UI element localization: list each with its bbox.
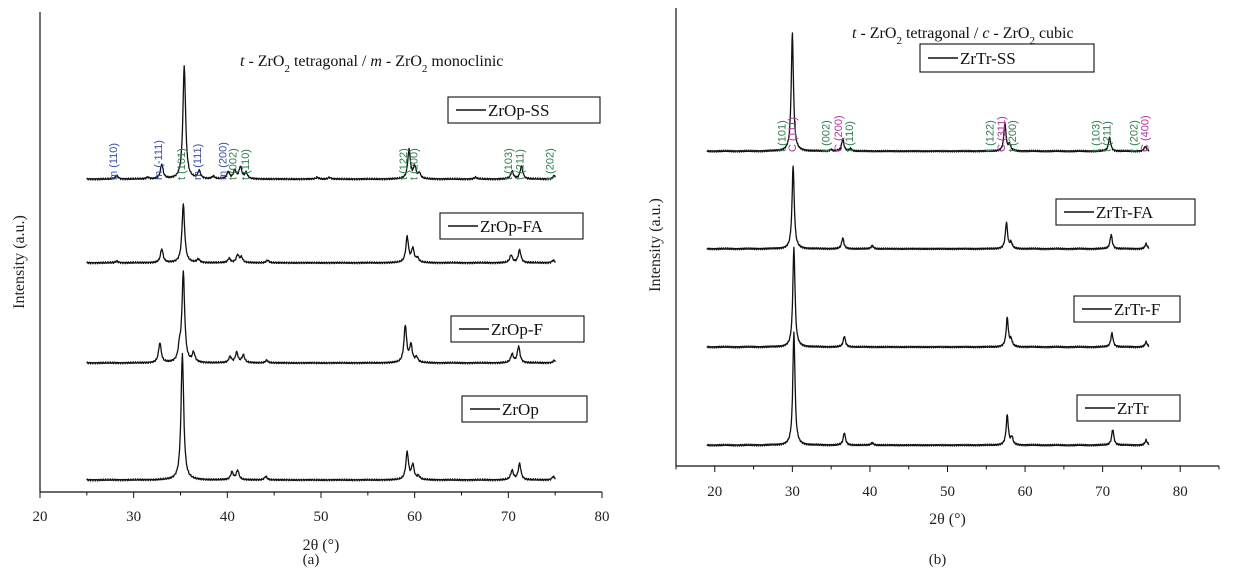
peak-label: m (111)	[192, 144, 204, 180]
peak-label: t (211)	[514, 149, 526, 180]
title-part: tetragonal /	[290, 53, 370, 70]
legend-box	[447, 96, 601, 124]
peak-label: t (101)	[176, 148, 188, 180]
x-axis-label: 2θ (°)	[303, 537, 340, 554]
series-line-zrtr	[706, 331, 1150, 447]
title-part: - ZrO	[244, 53, 284, 70]
peak-label: C (400)	[1139, 115, 1151, 152]
peak-label: t (202)	[544, 148, 556, 180]
series-line-zrop-f	[86, 270, 556, 365]
peak-label: t (002)	[228, 148, 240, 180]
title-part: 2	[896, 35, 902, 47]
series-line-zrtr-ss	[706, 32, 1150, 153]
peak-label: t (122)	[398, 148, 410, 180]
peak-label: t (101)	[776, 120, 788, 152]
x-tick-label: 30	[785, 484, 800, 500]
legend-label: ZrTr-SS	[960, 49, 1016, 68]
peak-label: t (200)	[1007, 120, 1019, 152]
legend-label: ZrTr	[1117, 399, 1149, 418]
x-tick-label: 40	[220, 509, 235, 525]
legend-entry: ZrOp-F	[450, 315, 585, 343]
peak-label: t (211)	[1101, 121, 1113, 152]
x-tick-label: 60	[1018, 484, 1033, 500]
series-line-zrop-ss	[86, 65, 556, 181]
peak-label: t (103)	[1091, 120, 1103, 152]
legend-label: ZrOp-F	[491, 320, 543, 339]
x-tick-label: 80	[1173, 484, 1188, 500]
peak-label: t (103)	[503, 148, 515, 180]
legend-label: ZrTr-F	[1114, 300, 1160, 319]
legend-entry: ZrOp	[461, 395, 588, 423]
x-tick-label: 70	[1095, 484, 1110, 500]
peak-label: t (110)	[240, 149, 252, 180]
title-part: t	[852, 25, 857, 42]
title-part: monoclinic	[427, 53, 503, 70]
legend-label: ZrOp-FA	[480, 217, 544, 236]
title-part: m	[370, 53, 382, 70]
peak-label: t (202)	[1129, 120, 1141, 152]
peak-label: m (200)	[217, 142, 229, 180]
series-line-zrop-fa	[86, 203, 556, 265]
panel-label: (a)	[303, 552, 320, 568]
chart-title: t - ZrO2 tetragonal / c - ZrO2 cubic	[852, 25, 1074, 47]
title-part: c	[982, 25, 989, 42]
title-part: - ZrO	[856, 25, 896, 42]
legend-entry: ZrTr-F	[1073, 295, 1181, 323]
title-part: 2	[284, 63, 290, 75]
peak-label: t (110)	[844, 121, 856, 152]
title-part: cubic	[1035, 25, 1074, 42]
legend-entry: ZrTr	[1076, 394, 1181, 422]
peak-label: t (002)	[821, 120, 833, 152]
title-part: 2	[422, 63, 428, 75]
x-tick-label: 20	[33, 509, 48, 525]
peak-label: m (110)	[108, 143, 120, 180]
peak-label: m (-111)	[153, 140, 165, 180]
title-part: - ZrO	[989, 25, 1029, 42]
legend-entry: ZrOp-SS	[447, 96, 601, 124]
y-axis-label: Intensity (a.u.)	[11, 215, 28, 309]
panel-b-chart: 20 30 40 50 60 70 80 2θ (°) Intensity (a.u.) (b) t…	[647, 8, 1220, 568]
legend-entry: ZrTr-SS	[919, 43, 1095, 73]
panel-a-chart: 20 30 40 50 60 70 80 2θ (°) Intensity (a.u.) (a) t…	[11, 12, 610, 568]
legend-entry: ZrOp-FA	[439, 212, 584, 240]
peak-label: C (311)	[996, 116, 1008, 152]
chart-title: t - ZrO2 tetragonal / m - ZrO2 monoclini…	[240, 53, 503, 75]
peak-label: C (200)	[833, 115, 845, 152]
panel-label: (b)	[929, 552, 947, 568]
legend-entry: ZrTr-FA	[1055, 198, 1196, 226]
x-tick-label: 60	[407, 509, 422, 525]
series-line-zrtr-f	[706, 246, 1150, 349]
peak-label: t (122)	[984, 120, 996, 152]
peak-label: t (200)	[408, 148, 420, 180]
series-line-zrtr-fa	[706, 165, 1150, 251]
title-part: t	[240, 53, 245, 70]
x-tick-label: 50	[940, 484, 955, 500]
x-tick-label: 40	[862, 484, 877, 500]
x-tick-label: 50	[314, 509, 329, 525]
title-part: tetragonal /	[902, 25, 982, 42]
legend-label: ZrOp	[502, 400, 539, 419]
x-tick-label: 70	[501, 509, 516, 525]
title-part: - ZrO	[382, 53, 422, 70]
x-tick-label: 20	[707, 484, 722, 500]
peak-label: C (111)	[787, 117, 799, 152]
y-axis-label: Intensity (a.u.)	[647, 198, 664, 292]
x-axis-label: 2θ (°)	[929, 511, 966, 528]
series-line-zrop	[86, 352, 556, 482]
title-part: 2	[1029, 35, 1035, 47]
x-tick-label: 80	[595, 509, 610, 525]
legend-label: ZrTr-FA	[1096, 203, 1154, 222]
legend-label: ZrOp-SS	[488, 101, 549, 120]
x-tick-label: 30	[126, 509, 141, 525]
